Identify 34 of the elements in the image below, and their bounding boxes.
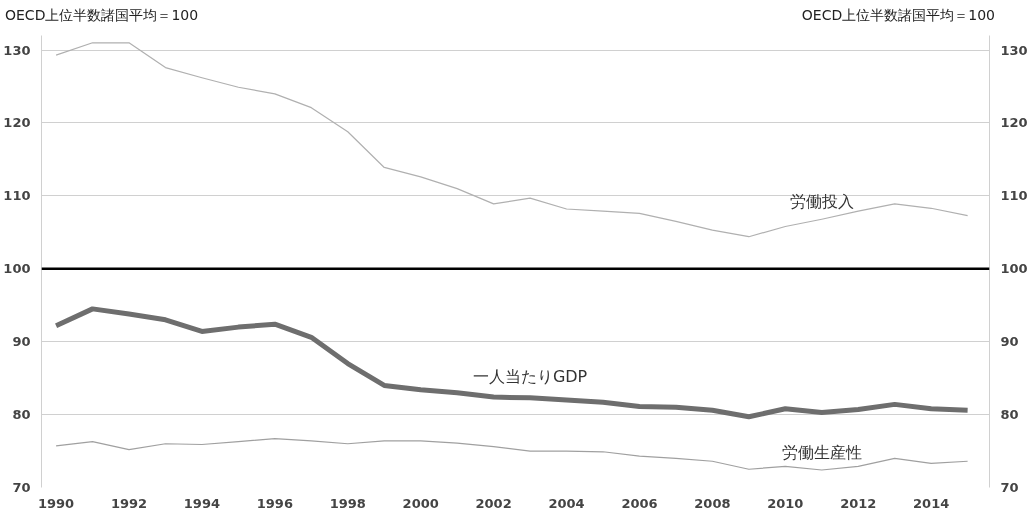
y2-tick-label: 100 <box>1000 261 1028 277</box>
line-series <box>55 42 969 238</box>
series-label: 一人当たりGDP <box>472 366 588 386</box>
y-axis-title: OECD上位半数諸国平均＝100 <box>5 6 199 25</box>
y2-tick-label: 130 <box>1000 42 1028 58</box>
y-tick-label: 130 <box>3 42 31 58</box>
y2-tick-label: 110 <box>1000 188 1028 204</box>
y-tick-label: 70 <box>12 480 31 495</box>
y2-tick-label: 90 <box>1000 334 1019 350</box>
x-tick-label: 2008 <box>694 495 731 511</box>
x-tick-label: 2010 <box>767 495 804 511</box>
x-tick-label: 2012 <box>840 495 877 511</box>
series-label: 労働投入 <box>789 192 854 212</box>
series-label: 労働生産性 <box>781 443 862 462</box>
x-tick-label: 1994 <box>183 495 221 511</box>
y-tick-label: 100 <box>3 261 31 277</box>
y2-tick-label: 70 <box>1000 480 1019 495</box>
y-tick-label: 80 <box>12 407 31 423</box>
x-tick-label: 2006 <box>621 495 658 511</box>
x-tick-label: 2000 <box>402 495 439 511</box>
y-tick-label: 120 <box>3 115 31 131</box>
x-tick-label: 2002 <box>475 495 512 511</box>
x-tick-label: 2014 <box>913 495 950 511</box>
x-tick-label: 1996 <box>256 495 293 511</box>
y2-axis-title: OECD上位半数諸国平均＝100 <box>801 6 995 25</box>
x-tick-label: 2004 <box>548 495 585 511</box>
x-tick-label: 1992 <box>110 495 148 511</box>
line-series <box>55 438 969 471</box>
y-tick-label: 90 <box>12 334 31 350</box>
x-tick-label: 1998 <box>329 495 366 511</box>
y-tick-label: 110 <box>3 188 31 204</box>
y2-tick-label: 80 <box>1000 407 1019 423</box>
y2-tick-label: 120 <box>1000 115 1028 131</box>
x-tick-label: 1990 <box>37 495 75 511</box>
